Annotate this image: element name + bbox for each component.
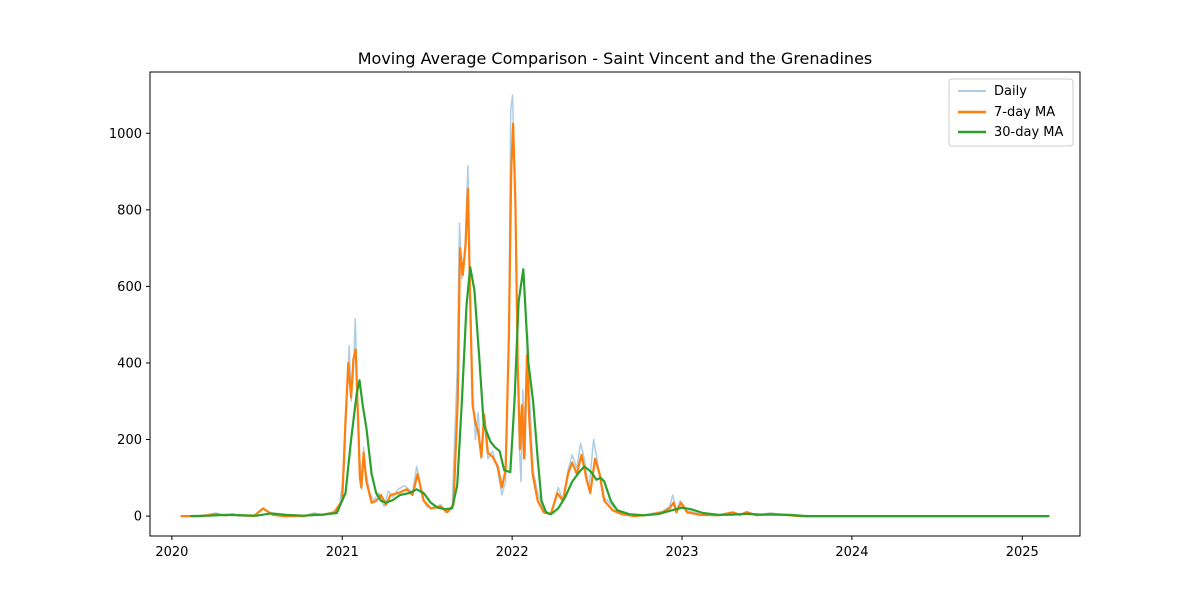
y-axis: 0 200 400 600 800 1000 — [109, 127, 150, 525]
x-tick-label: 2020 — [155, 545, 188, 560]
series-line-30-day-ma — [190, 266, 1050, 518]
legend-label-30-day-ma: 30-day MA — [994, 125, 1063, 140]
x-tick-label: 2025 — [1006, 545, 1039, 560]
x-tick-label: 2021 — [326, 545, 359, 560]
y-tick-label: 800 — [117, 203, 142, 218]
legend-label-daily: Daily — [994, 84, 1027, 99]
x-tick-label: 2024 — [835, 545, 868, 560]
x-axis: 2020 2021 2022 2023 2024 2025 — [155, 536, 1039, 560]
legend-box — [948, 78, 1074, 147]
y-tick-label: 200 — [117, 433, 142, 448]
x-tick-label: 2023 — [665, 545, 698, 560]
y-tick-label: 400 — [117, 356, 142, 371]
series-layer — [180, 94, 1050, 518]
y-tick-label: 0 — [134, 510, 142, 525]
y-tick-label: 600 — [117, 280, 142, 295]
plot-frame — [149, 71, 1081, 537]
x-tick-label: 2022 — [496, 545, 529, 560]
legend: Daily 7-day MA 30-day MA — [948, 78, 1074, 147]
y-tick-label: 1000 — [109, 127, 142, 142]
legend-label-7-day-ma: 7-day MA — [994, 105, 1055, 120]
chart-title: Moving Average Comparison - Saint Vincen… — [358, 49, 873, 68]
